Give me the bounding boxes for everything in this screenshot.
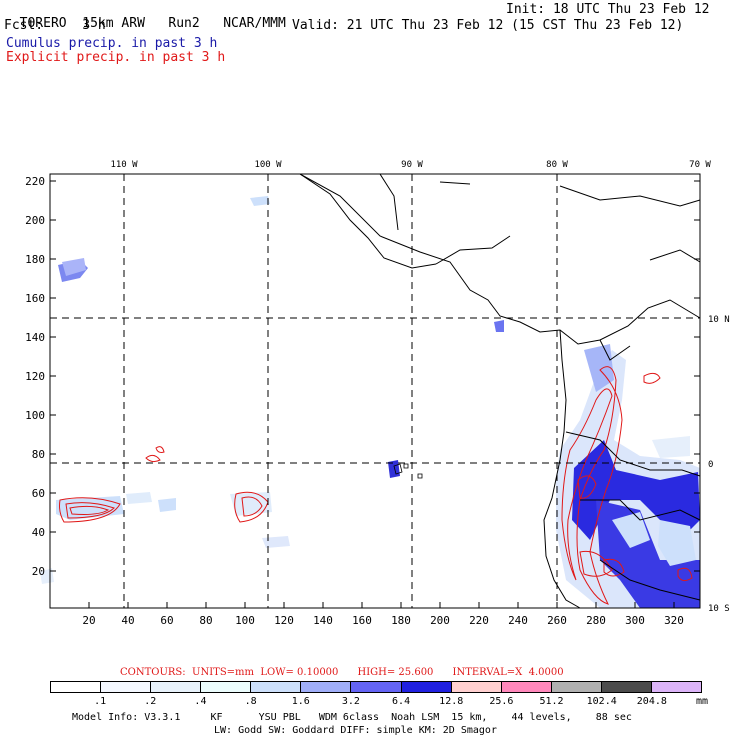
colorbar-label: 25.6 (489, 696, 514, 707)
colorbar-label: 12.8 (439, 696, 464, 707)
colorbar-units: mm (696, 696, 709, 707)
x-axis (88, 602, 675, 608)
contour-low: LOW= 0.10000 (260, 667, 339, 678)
x-tick-label: 240 (508, 614, 528, 627)
colorbar-label: 204.8 (636, 696, 667, 707)
colorbar-cell (451, 682, 502, 692)
colorbar-cell (151, 682, 202, 692)
explicit-precip-contours (59, 366, 693, 605)
colorbar-label: .1 (94, 696, 107, 707)
contour-units: UNITS=mm (192, 667, 255, 678)
y-tick-label: 200 (25, 214, 45, 227)
model-info-line-2: LW: Godd SW: Goddard DIFF: simple KM: 2D… (214, 725, 497, 736)
x-tick-label: 60 (160, 614, 173, 627)
x-tick-label: 200 (430, 614, 450, 627)
colorbar-label: 102.4 (586, 696, 617, 707)
contour-label: CONTOURS: (120, 667, 186, 678)
y-tick-label: 160 (25, 292, 45, 305)
run-label: Run2 (168, 16, 200, 31)
lon-label-110w: 110 W (110, 160, 138, 170)
y-tick-label: 40 (32, 526, 45, 539)
colorbar-label: 3.2 (341, 696, 360, 707)
colorbar-label: 6.4 (392, 696, 411, 707)
contour-high: HIGH= 25.600 (357, 667, 434, 678)
x-tick-label: 300 (625, 614, 645, 627)
colorbar-cell (401, 682, 452, 692)
x-tick-label: 220 (469, 614, 489, 627)
fcst-value: 3 h (82, 18, 106, 33)
lat-label-10n: 10 N (708, 315, 730, 325)
lon-label-100w: 100 W (254, 160, 282, 170)
cumulus-legend: Cumulus precip. in past 3 h (6, 36, 218, 51)
y-tick-label: 120 (25, 370, 45, 383)
x-tick-label: 40 (121, 614, 134, 627)
y-tick-label: 60 (32, 487, 45, 500)
colorbar-cell (251, 682, 302, 692)
fcst-label: Fcst: (4, 18, 44, 33)
colorbar-cell (201, 682, 252, 692)
contour-interval: INTERVAL=X 4.0000 (452, 667, 564, 678)
x-tick-label: 280 (586, 614, 606, 627)
colorbar-cell (551, 682, 602, 692)
valid-time: Valid: 21 UTC Thu 23 Feb 12 (15 CST Thu … (292, 18, 684, 33)
lon-label-80w: 80 W (546, 160, 568, 170)
x-tick-label: 20 (82, 614, 95, 627)
y-tick-label: 80 (32, 448, 45, 461)
cumulus-precip-shading (40, 196, 700, 608)
x-tick-label: 140 (313, 614, 333, 627)
colorbar-label: 1.6 (291, 696, 310, 707)
lon-label-90w: 90 W (401, 160, 423, 170)
y-tick-label: 140 (25, 331, 45, 344)
model-name: TORERO (19, 16, 67, 31)
forecast-hour: Fcst: 3 h (4, 19, 106, 33)
y-tick-label: 20 (32, 565, 45, 578)
resolution: 15km ARW (82, 16, 145, 31)
colorbar (50, 681, 702, 693)
x-tick-label: 180 (391, 614, 411, 627)
model-info-line-1: Model Info: V3.3.1 KF YSU PBL WDM 6class… (72, 712, 632, 723)
x-tick-label: 120 (274, 614, 294, 627)
colorbar-label: .8 (244, 696, 257, 707)
source-label: NCAR/MMM (223, 16, 286, 31)
colorbar-label: 51.2 (539, 696, 564, 707)
colorbar-cell (301, 682, 352, 692)
y-tick-label: 100 (25, 409, 45, 422)
colorbar-cell (651, 682, 702, 692)
colorbar-cell (501, 682, 552, 692)
y-tick-label: 220 (25, 175, 45, 188)
coastlines (50, 173, 701, 609)
contour-info: CONTOURS: UNITS=mm LOW= 0.10000 HIGH= 25… (120, 667, 564, 678)
x-tick-label: 320 (664, 614, 684, 627)
lat-label-10s: 10 S (708, 604, 730, 614)
colorbar-cell (601, 682, 652, 692)
x-tick-label: 80 (199, 614, 212, 627)
colorbar-label: .4 (194, 696, 207, 707)
x-tick-label: 260 (547, 614, 567, 627)
colorbar-cell (351, 682, 402, 692)
x-tick-label: 100 (235, 614, 255, 627)
colorbar-cell (51, 682, 102, 692)
explicit-legend: Explicit precip. in past 3 h (6, 50, 226, 65)
lat-lon-grid (50, 174, 700, 608)
lat-label-eq: 0 (708, 460, 713, 470)
x-axis-labels: 20 40 60 80 100 120 140 160 180 200 220 … (82, 614, 684, 627)
colorbar-cell (101, 682, 152, 692)
init-time: Init: 18 UTC Thu 23 Feb 12 (506, 2, 710, 17)
map-frame (49, 173, 701, 609)
islands (393, 463, 423, 479)
header-line-1: TORERO 15km ARW Run2 NCAR/MMM (4, 3, 286, 31)
x-tick-label: 160 (352, 614, 372, 627)
colorbar-label: .2 (144, 696, 157, 707)
y-axis (50, 180, 700, 572)
lon-label-70w: 70 W (689, 160, 711, 170)
y-tick-label: 180 (25, 253, 45, 266)
y-axis-labels: 220 200 180 160 140 120 100 80 60 40 20 (25, 175, 45, 578)
